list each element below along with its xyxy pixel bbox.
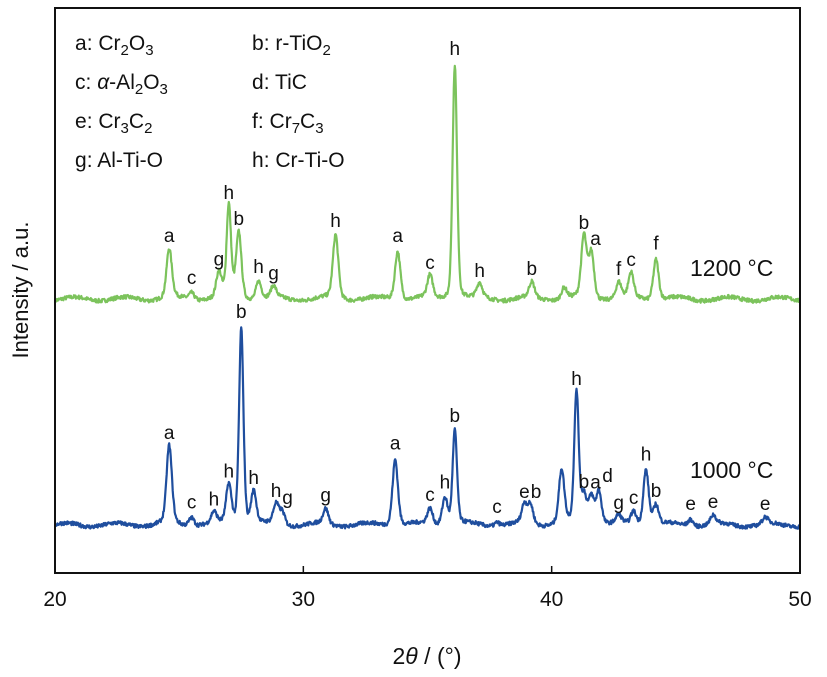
- series-label-1200: 1200 °C: [690, 255, 773, 281]
- peak-label: b: [579, 213, 590, 234]
- x-tick-label: 20: [43, 588, 66, 611]
- peak-label: g: [613, 493, 624, 514]
- peak-label: e: [685, 494, 696, 515]
- legend: a: Cr2O3 b: r-TiO2 c: α-Al2O3 d: TiC e: …: [75, 32, 345, 172]
- legend-entry-b: b: r-TiO2: [252, 32, 331, 59]
- peak-label: c: [626, 250, 636, 271]
- series-label-1000: 1000 °C: [690, 457, 773, 483]
- x-tick-label: 40: [540, 588, 563, 611]
- peak-label: a: [390, 434, 401, 455]
- peak-label: c: [425, 253, 435, 274]
- legend-entry-e: e: Cr3C2: [75, 110, 152, 137]
- peak-label: h: [209, 490, 220, 511]
- peak-label: b: [651, 481, 662, 502]
- peak-label: e: [708, 492, 719, 513]
- peak-label: h: [253, 257, 264, 278]
- peak-label: h: [641, 445, 652, 466]
- peak-label: g: [214, 250, 225, 271]
- peak-label: b: [236, 302, 247, 323]
- peak-label: e: [760, 494, 771, 515]
- x-axis-label: 2θ / (°): [393, 643, 462, 669]
- y-axis-label: Intensity / a.u.: [8, 222, 33, 359]
- peak-label: a: [590, 473, 601, 494]
- legend-entry-a: a: Cr2O3: [75, 32, 154, 59]
- peak-label: c: [492, 497, 502, 518]
- peak-label: g: [282, 488, 293, 509]
- peak-label: h: [224, 461, 235, 482]
- legend-entry-h: h: Cr-Ti-O: [252, 149, 345, 172]
- legend-entry-c: c: α-Al2O3: [75, 71, 168, 98]
- x-tick-label: 50: [788, 588, 811, 611]
- peak-label: c: [629, 488, 639, 509]
- peak-label: e: [519, 482, 530, 503]
- peak-label: a: [590, 229, 601, 250]
- series-line-1000: [54, 326, 802, 530]
- series-line-1200: [53, 64, 801, 304]
- peak-label: a: [392, 226, 403, 247]
- peak-label: a: [164, 226, 175, 247]
- peak-label: h: [248, 468, 259, 489]
- peak-label: g: [268, 264, 279, 285]
- x-tick-label: 30: [292, 588, 315, 611]
- peak-label: c: [187, 268, 197, 289]
- peak-label: h: [450, 39, 461, 60]
- legend-entry-d: d: TiC: [252, 71, 307, 94]
- peak-label: h: [271, 481, 282, 502]
- peak-label: h: [440, 473, 451, 494]
- legend-entry-g: g: Al-Ti-O: [75, 149, 163, 172]
- peak-label: b: [450, 406, 461, 427]
- peak-label: g: [320, 486, 331, 507]
- peak-label: c: [187, 493, 197, 514]
- peak-label: h: [330, 211, 341, 232]
- peak-label: a: [164, 423, 175, 444]
- legend-entry-f: f: Cr7C3: [252, 110, 324, 137]
- peak-label: h: [474, 261, 485, 282]
- peak-label: b: [527, 259, 538, 280]
- peak-label: b: [234, 209, 245, 230]
- peak-label: h: [571, 369, 582, 390]
- peak-label: b: [531, 482, 542, 503]
- peak-label: h: [224, 183, 235, 204]
- peak-label: b: [579, 472, 590, 493]
- peak-label: c: [425, 485, 435, 506]
- peak-label: f: [616, 259, 622, 280]
- peak-label: f: [653, 234, 659, 255]
- peak-label: d: [602, 466, 613, 487]
- plot-frame: [54, 7, 801, 574]
